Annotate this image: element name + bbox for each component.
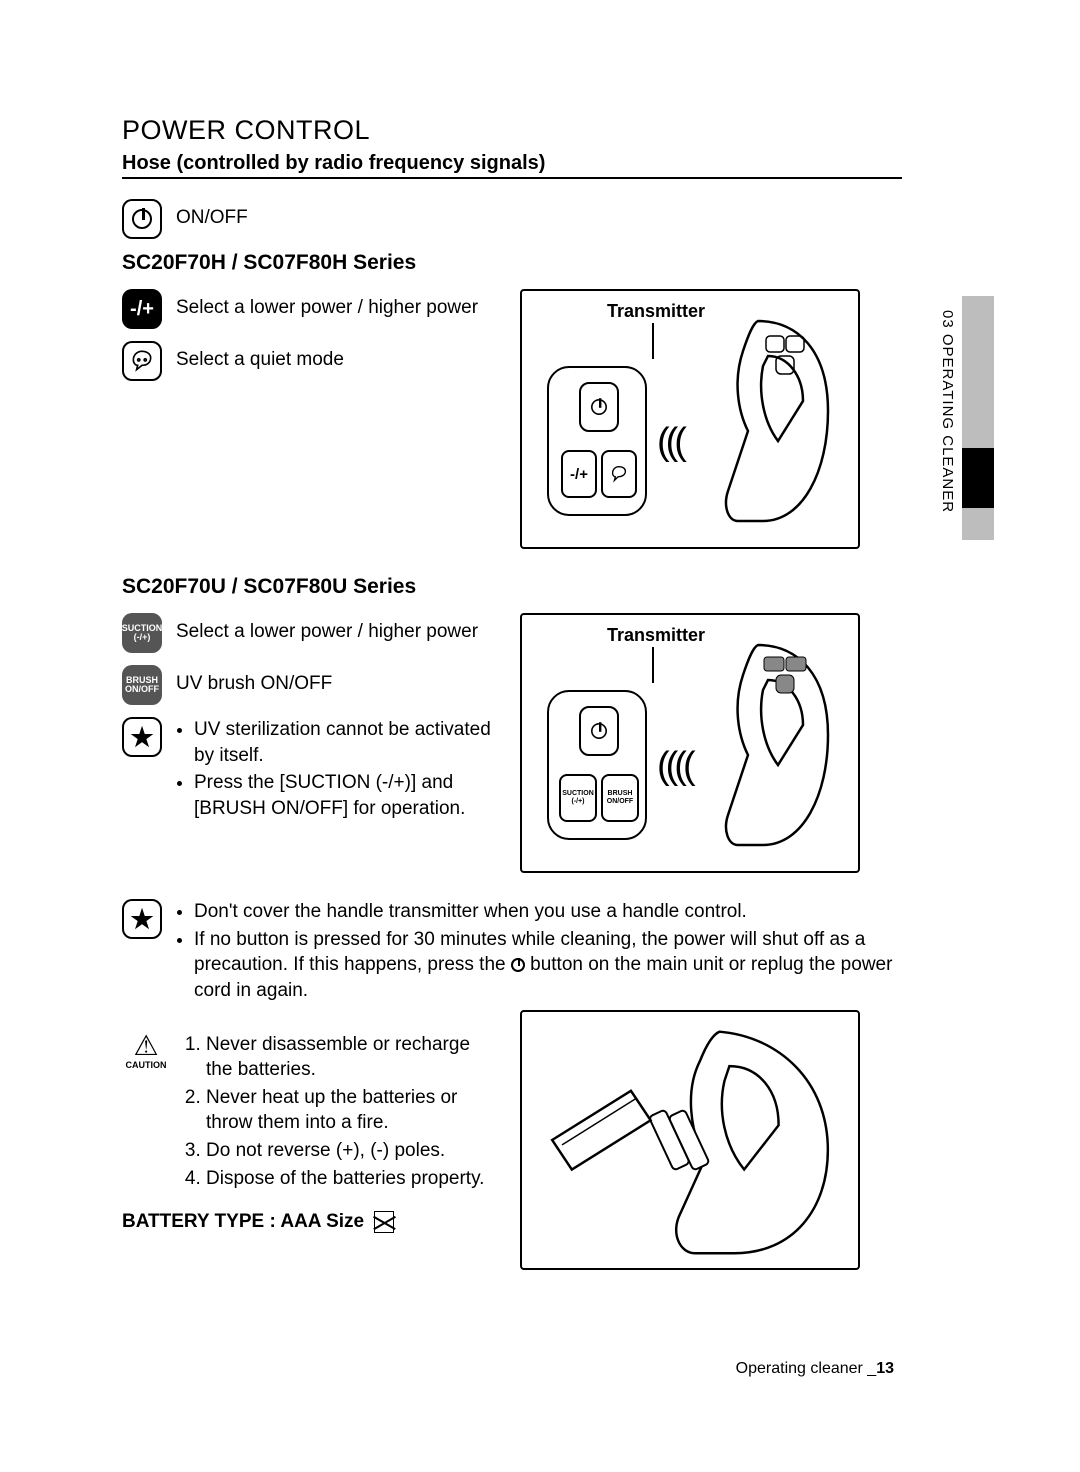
battery-diagram [520, 1010, 860, 1270]
onoff-label: ON/OFF [176, 199, 248, 229]
series-h-title: SC20F70H / SC07F80H Series [122, 251, 902, 275]
remote-power-btn-u [579, 706, 619, 756]
suction-icon: SUCTION (-/+) [122, 613, 162, 653]
caution-list: Never disassemble or recharge the batter… [184, 1032, 500, 1194]
onoff-row: ON/OFF [122, 199, 902, 239]
transmitter-diagram-u: Transmitter SUCTION(-/+) BRUSHON/OFF (((… [520, 613, 860, 873]
minus-plus-icon: -/+ [122, 289, 162, 329]
brush-icon: BRUSH ON/OFF [122, 665, 162, 705]
transmitter-label-h: Transmitter [607, 301, 705, 322]
transmitter-label-u: Transmitter [607, 625, 705, 646]
general-note-2: If no button is pressed for 30 minutes w… [194, 927, 902, 1004]
quiet-mode-icon [122, 341, 162, 381]
remote-minus-plus: -/+ [561, 450, 597, 498]
inline-power-icon [511, 958, 525, 972]
remote-u: SUCTION(-/+) BRUSHON/OFF [547, 690, 647, 840]
caution-icon: ⚠ CAUTION [122, 1032, 170, 1194]
page-content: POWER CONTROL Hose (controlled by radio … [122, 115, 902, 1270]
handle-h [708, 311, 838, 531]
radio-waves-icon: ((( [657, 421, 683, 464]
power-label: Select a lower power / higher power [176, 289, 478, 319]
star-note-icon-2: ★ [122, 899, 162, 939]
side-chapter-tab [962, 296, 994, 540]
page-footer: Operating cleaner _13 [736, 1360, 894, 1378]
section-subtitle: Hose (controlled by radio frequency sign… [122, 152, 902, 179]
transmitter-diagram-h: Transmitter -/+ ((( [520, 289, 860, 549]
remote-quiet-btn [601, 450, 637, 498]
suction-label: Select a lower power / higher power [176, 613, 478, 643]
series-u-notes: UV sterilization cannot be activated by … [176, 717, 500, 824]
star-note-icon: ★ [122, 717, 162, 757]
power-icon [122, 199, 162, 239]
handle-u [708, 635, 838, 855]
brush-label: UV brush ON/OFF [176, 665, 332, 695]
side-chapter-label: 03 OPERATING CLEANER [939, 310, 956, 513]
radio-waves-icon-u: (((( [657, 745, 692, 788]
wheelie-bin-icon [374, 1211, 394, 1233]
remote-brush-btn: BRUSHON/OFF [601, 774, 639, 822]
quiet-label: Select a quiet mode [176, 341, 344, 371]
remote-power-btn [579, 382, 619, 432]
series-u-title: SC20F70U / SC07F80U Series [122, 575, 902, 599]
general-notes: Don't cover the handle transmitter when … [176, 899, 902, 1006]
remote-h: -/+ [547, 366, 647, 516]
section-title: POWER CONTROL [122, 115, 902, 146]
remote-suction-btn: SUCTION(-/+) [559, 774, 597, 822]
battery-type-line: BATTERY TYPE : AAA Size [122, 1211, 500, 1233]
